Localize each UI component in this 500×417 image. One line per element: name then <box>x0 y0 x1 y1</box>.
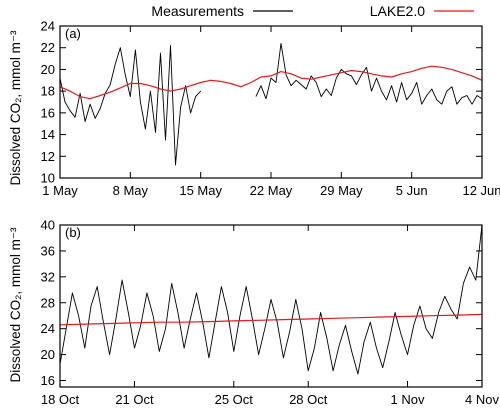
lake2-model-line <box>59 65 483 100</box>
x-tick-label: 1 May <box>42 183 78 198</box>
y-tick-label: 22 <box>41 40 55 55</box>
y-tick-label: 32 <box>41 269 55 284</box>
legend-label-measurements: Measurements <box>151 3 244 19</box>
y-tick-label: 18 <box>41 84 55 99</box>
x-tick-label: 1 Nov <box>391 392 425 407</box>
lake2-model-line <box>59 313 483 326</box>
panel-a-label: (a) <box>65 26 81 41</box>
y-tick-label: 10 <box>41 171 55 186</box>
x-tick-label: 8 May <box>113 183 149 198</box>
y-tick-label: 12 <box>41 149 55 164</box>
y-tick-label: 16 <box>41 105 55 120</box>
y-tick-label: 24 <box>41 321 55 336</box>
panel-b-plot-content: 16 20 24 28 32 36 40 18 Oct 21 Oct 25 Oct 28 Oct 1 … <box>41 218 500 408</box>
x-tick-label: 12 Jun <box>462 183 500 198</box>
panel-a-plot-content: 10 12 14 16 18 20 22 24 1 May 8 May 15 May 22 May 29… <box>41 19 500 199</box>
panel-b-frame <box>59 224 483 388</box>
x-tick-label: 21 Oct <box>115 392 154 407</box>
y-tick-label: 14 <box>41 127 55 142</box>
y-tick-label: 36 <box>41 243 55 258</box>
x-tick-label: 4 Nov <box>465 392 499 407</box>
y-tick-label: 20 <box>41 347 55 362</box>
panel-a-ylabel: Dissolved CO₂, mmol m⁻³ <box>8 30 23 185</box>
panel-b-label: (b) <box>65 225 81 240</box>
y-tick-label: 20 <box>41 62 55 77</box>
panel-a-frame <box>59 25 483 179</box>
y-tick-label: 24 <box>41 19 55 34</box>
measurements-line <box>59 224 483 375</box>
x-tick-label: 29 May <box>320 183 363 198</box>
x-tick-label: 15 May <box>179 183 222 198</box>
x-tick-label: 18 Oct <box>41 392 80 407</box>
y-tick-label: 16 <box>41 373 55 388</box>
x-tick-label: 22 May <box>250 183 293 198</box>
panel-a: Dissolved CO₂, mmol m⁻³ 10 12 14 16 18 20 22 24… <box>8 19 500 199</box>
legend-label-lake: LAKE2.0 <box>370 3 425 19</box>
y-tick-label: 28 <box>41 295 55 310</box>
x-tick-label: 28 Oct <box>289 392 328 407</box>
legend: Measurements LAKE2.0 <box>151 3 474 19</box>
panel-b-ylabel: Dissolved CO₂, mmol m⁻³ <box>8 227 23 382</box>
panel-b: Dissolved CO₂, mmol m⁻³ 16 20 24 28 32 36 40 18… <box>8 218 499 408</box>
x-tick-label: 25 Oct <box>215 392 254 407</box>
y-tick-label: 40 <box>41 218 55 233</box>
x-tick-label: 5 Jun <box>396 183 428 198</box>
measurements-line <box>59 42 483 166</box>
